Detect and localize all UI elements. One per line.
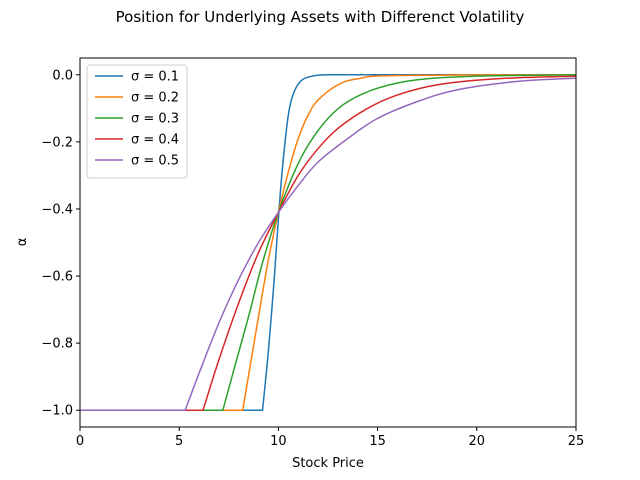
y-tick-label: −0.2 xyxy=(41,135,73,150)
x-tick-label: 0 xyxy=(76,434,84,449)
series-line-4 xyxy=(80,75,576,411)
x-tick-label: 10 xyxy=(270,434,287,449)
plot-frame xyxy=(79,57,577,428)
y-tick-label: −0.6 xyxy=(41,270,73,285)
legend-entry: σ = 0.3 xyxy=(131,112,179,127)
y-axis-label: α xyxy=(15,238,30,247)
legend-frame xyxy=(86,64,188,179)
x-tick-label: 5 xyxy=(175,434,183,449)
x-tick-label: 15 xyxy=(369,434,386,449)
series-line-5 xyxy=(80,77,576,411)
series-line-3 xyxy=(80,74,576,411)
series-line-1 xyxy=(80,73,576,411)
legend-entry: σ = 0.2 xyxy=(131,91,179,106)
legend-entry: σ = 0.1 xyxy=(131,70,179,85)
axes-layer: 0 5 10 15 20 25 0.0 −0.2 −0.4 −0.6 −0.8 −1.0 xyxy=(41,57,585,449)
y-tick-label: −0.8 xyxy=(41,337,73,352)
chart-title: Position for Underlying Assets with Diff… xyxy=(116,8,525,26)
series-line-2 xyxy=(80,74,576,411)
legend: σ = 0.1 σ = 0.2 σ = 0.3 σ = 0.4 σ = 0.5 xyxy=(86,64,188,179)
y-tick-label: −1.0 xyxy=(41,404,73,419)
legend-entry: σ = 0.4 xyxy=(131,133,179,148)
x-tick-label: 20 xyxy=(469,434,486,449)
legend-entry: σ = 0.5 xyxy=(131,154,179,169)
y-tick-label: 0.0 xyxy=(52,68,73,83)
series-layer xyxy=(80,73,576,411)
y-tick-label: −0.4 xyxy=(41,202,73,217)
x-axis-label: Stock Price xyxy=(292,456,364,471)
x-tick-label: 25 xyxy=(568,434,585,449)
